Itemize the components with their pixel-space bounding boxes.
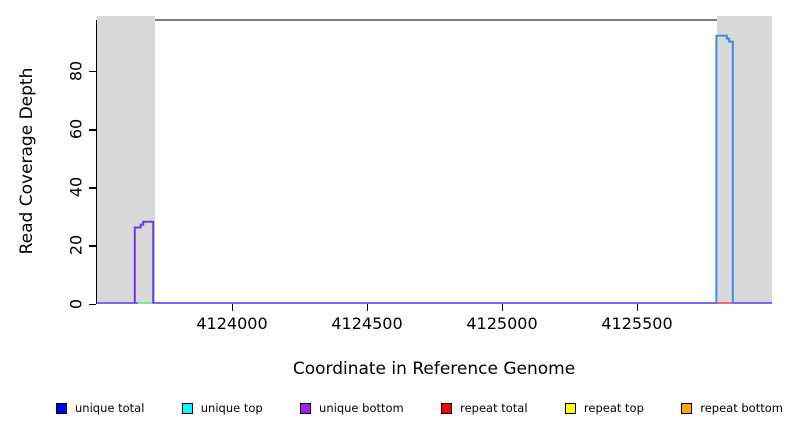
- plot-area: [97, 16, 772, 304]
- legend-swatch-icon: [181, 402, 193, 414]
- legend-item: repeat total: [441, 401, 528, 415]
- legend-swatch-icon: [300, 402, 312, 414]
- y-tick-mark: [89, 303, 96, 305]
- x-tick-mark: [232, 304, 234, 311]
- series-line: [715, 34, 734, 303]
- y-tick-label: 60: [66, 119, 86, 140]
- y-tick-label: 0: [66, 298, 86, 309]
- legend-item: unique bottom: [300, 401, 404, 415]
- coverage-series-chart: [97, 34, 772, 304]
- legend-label: unique bottom: [319, 401, 404, 415]
- x-axis-label: Coordinate in Reference Genome: [292, 359, 576, 379]
- x-tick-mark: [367, 304, 369, 311]
- legend-swatch-icon: [564, 402, 576, 414]
- x-tick-label: 4124500: [331, 314, 403, 333]
- legend-label: repeat total: [460, 401, 528, 415]
- y-tick-mark: [89, 187, 96, 189]
- y-tick-mark: [89, 71, 96, 73]
- y-tick-label: 20: [66, 235, 86, 256]
- shaded-region-right-flank: [716, 16, 772, 304]
- series-line: [133, 220, 155, 303]
- y-tick-label: 80: [66, 60, 86, 82]
- y-tick-label: 40: [66, 177, 86, 198]
- y-axis-line: [95, 20, 97, 304]
- shaded-region-left-flank: [97, 16, 156, 304]
- legend-label: unique top: [200, 401, 263, 415]
- legend: unique total unique top unique bottom repea…: [56, 398, 783, 418]
- y-tick-mark: [89, 129, 96, 131]
- legend-swatch-icon: [681, 402, 693, 414]
- legend-label: repeat top: [583, 401, 644, 415]
- x-tick-label: 4124000: [196, 314, 268, 333]
- legend-label: repeat bottom: [700, 401, 783, 415]
- y-tick-mark: [89, 245, 96, 247]
- x-tick-mark: [637, 304, 639, 311]
- legend-swatch-icon: [441, 402, 453, 414]
- x-tick-mark: [502, 304, 504, 311]
- legend-item: unique top: [181, 401, 263, 415]
- x-tick-label: 4125000: [466, 314, 538, 333]
- legend-item: repeat bottom: [681, 401, 783, 415]
- legend-swatch-icon: [56, 402, 67, 414]
- legend-item: repeat top: [564, 401, 644, 415]
- legend-label: unique total: [75, 401, 145, 415]
- legend-item: unique total: [56, 401, 144, 415]
- plot-top-border: [97, 19, 772, 21]
- y-axis-label: Read Coverage Depth: [17, 67, 37, 255]
- x-tick-label: 4125500: [601, 314, 673, 333]
